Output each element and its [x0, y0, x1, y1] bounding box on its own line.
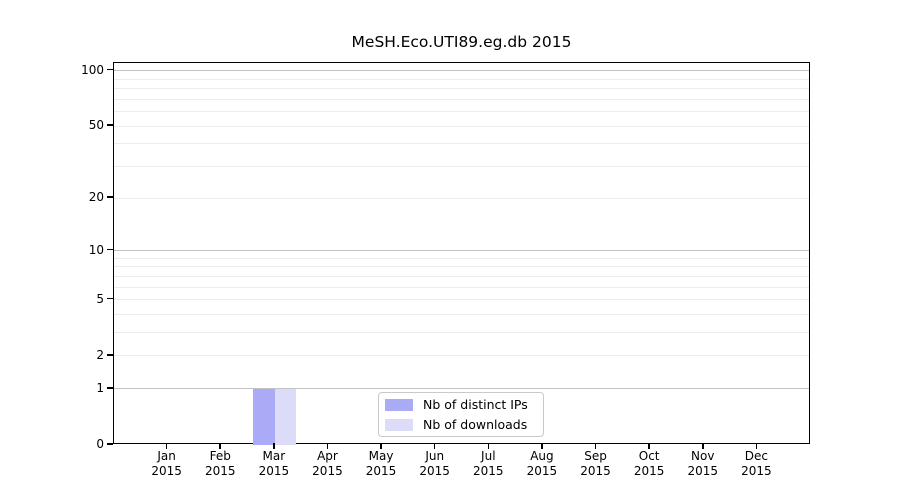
xtick-mark-5 [380, 443, 382, 449]
xtick-mark-2 [219, 443, 221, 449]
legend-entry-distinct-ips: Nb of distinct IPs [385, 397, 535, 412]
gridline-minor-y7 [114, 275, 809, 277]
gridline-major-y10 [114, 250, 809, 251]
gridline-major-y1 [114, 388, 809, 390]
xtick-label-6: Jun 2015 [419, 449, 450, 478]
xtick-label-4: Apr 2015 [312, 449, 343, 478]
ytick-mark-0 [107, 443, 113, 445]
gridline-minor-y3 [114, 332, 809, 334]
legend-label-downloads: Nb of downloads [423, 417, 528, 432]
ytick-mark-5 [107, 297, 113, 300]
ytick-label-20: 20 [88, 190, 104, 205]
xtick-label-2: Feb 2015 [204, 449, 236, 478]
bar-mar-2015-series1 [274, 388, 297, 445]
xtick-mark-11 [702, 443, 704, 449]
xtick-mark-4 [326, 443, 329, 449]
gridline-minor-y80 [114, 88, 809, 90]
ytick-label-2: 2 [96, 347, 104, 362]
gridline-minor-y40 [114, 143, 809, 145]
ytick-mark-10 [107, 248, 113, 251]
xtick-label-12: Dec 2015 [741, 449, 772, 478]
xtick-label-7: Jul 2015 [473, 449, 504, 478]
xtick-mark-10 [648, 443, 650, 449]
gridline-minor-y4 [114, 313, 809, 315]
ytick-label-10: 10 [88, 242, 104, 257]
gridline-minor-y6 [114, 286, 809, 288]
xtick-label-9: Sep 2015 [580, 449, 611, 478]
xtick-mark-8 [541, 443, 543, 449]
xtick-label-10: Oct 2015 [633, 449, 665, 478]
gridline-minor-y8 [114, 266, 809, 268]
ytick-label-0: 0 [96, 437, 104, 451]
bar-mar-2015-series0 [253, 388, 275, 445]
gridline-minor-y30 [114, 165, 809, 167]
chart-title: MeSH.Eco.UTI89.eg.db 2015 [351, 33, 572, 51]
gridline-minor-y50 [114, 125, 809, 127]
gridline-minor-y60 [114, 111, 809, 113]
xtick-mark-3 [273, 443, 275, 449]
xtick-label-11: Nov 2015 [687, 449, 719, 478]
ytick-label-50: 50 [88, 118, 104, 133]
xtick-label-8: Aug 2015 [526, 449, 558, 478]
ytick-mark-50 [107, 124, 113, 126]
xtick-label-3: Mar 2015 [258, 449, 290, 478]
gridline-major-y100 [114, 70, 809, 72]
ytick-label-100: 100 [81, 62, 104, 77]
gridline-minor-y20 [114, 197, 809, 199]
xtick-mark-1 [165, 443, 168, 449]
ytick-mark-2 [107, 354, 113, 356]
xtick-label-1: Jan 2015 [151, 449, 182, 478]
xtick-label-5: May 2015 [365, 449, 397, 478]
legend-swatch-downloads [385, 418, 413, 431]
plot-area [113, 62, 810, 445]
legend-swatch-distinct-ips [385, 398, 413, 411]
xtick-mark-12 [755, 443, 758, 449]
gridline-minor-y5 [114, 299, 809, 301]
xtick-mark-7 [487, 443, 490, 449]
gridline-minor-y70 [114, 98, 809, 100]
legend: Nb of distinct IPs Nb of downloads [378, 392, 544, 437]
legend-entry-downloads: Nb of downloads [385, 417, 535, 432]
xtick-mark-9 [594, 443, 597, 449]
ytick-mark-1 [107, 387, 113, 389]
gridline-minor-y9 [114, 257, 809, 259]
gridline-minor-y2 [114, 355, 809, 357]
legend-label-distinct-ips: Nb of distinct IPs [423, 397, 528, 412]
gridline-minor-y90 [114, 78, 809, 80]
ytick-mark-100 [107, 68, 113, 71]
ytick-label-1: 1 [96, 380, 104, 395]
ytick-mark-20 [107, 196, 113, 198]
xtick-mark-6 [433, 443, 436, 449]
ytick-label-5: 5 [96, 291, 104, 306]
